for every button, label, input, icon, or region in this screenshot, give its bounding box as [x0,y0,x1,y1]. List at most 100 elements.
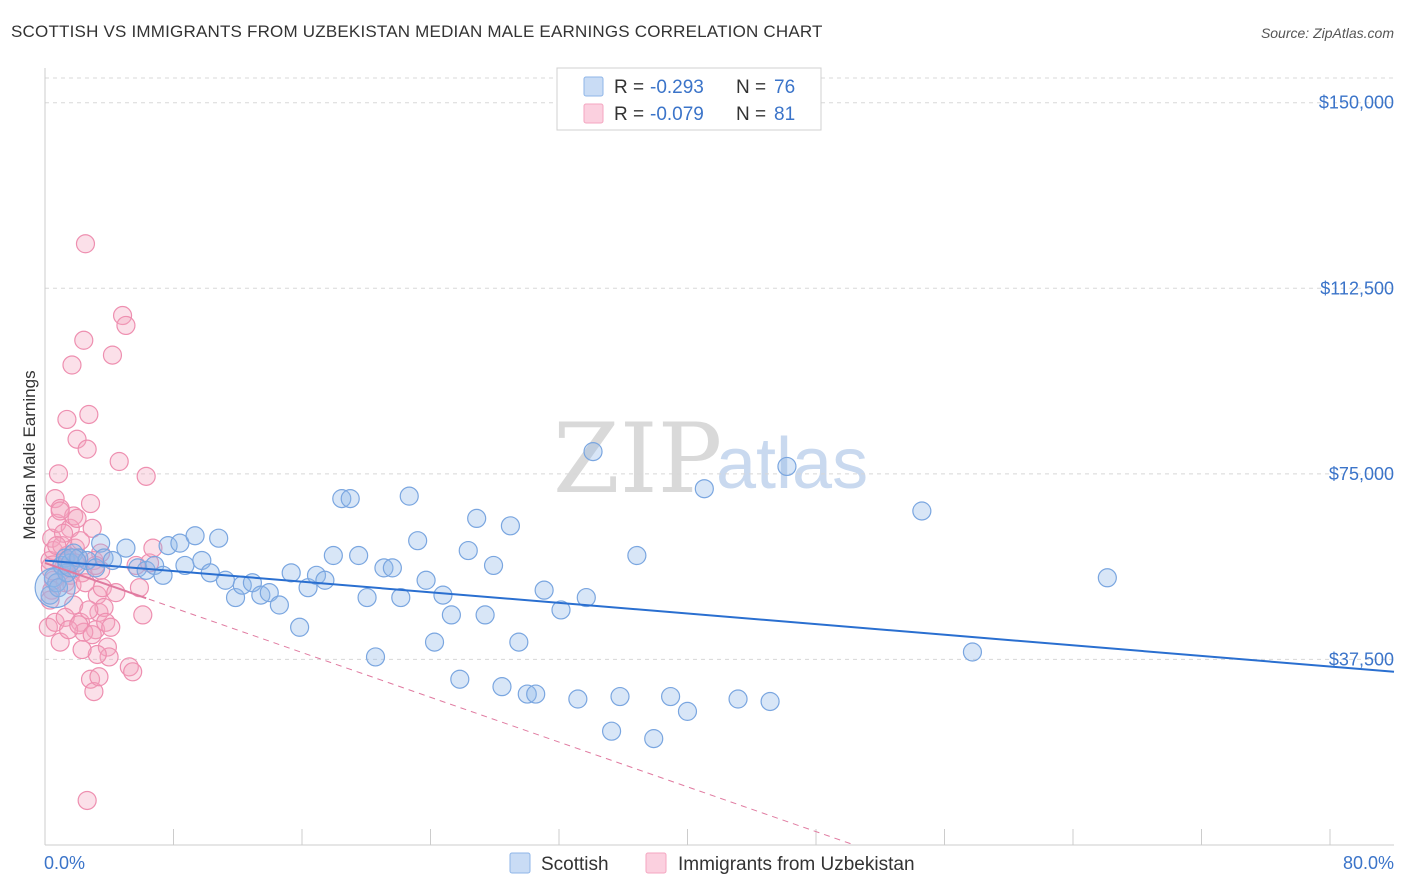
y-tick-label: $75,000 [1329,464,1394,484]
point-scottish [568,689,588,709]
bottom-legend-label-scottish: Scottish [541,854,609,875]
trend-line-uzbekistan-solid [44,561,147,600]
point-scottish [467,508,487,529]
point-scottish [534,580,554,600]
point-uzbekistan [133,605,153,625]
point-scottish [424,632,445,652]
point-scottish [660,686,681,707]
point-uzbekistan [72,639,92,660]
point-scottish [91,533,111,553]
legend-n-value-1: 76 [774,77,795,98]
point-scottish [728,689,748,709]
y-axis-label: Median Male Earnings [20,370,39,539]
point-scottish [483,555,504,576]
legend-r-label-2: R = [614,104,644,125]
point-scottish [382,558,402,578]
point-scottish [209,528,229,548]
point-scottish [492,677,512,697]
point-uzbekistan [123,662,143,682]
x-tick-labels: 0.0% 80.0% [44,853,1394,873]
legend-swatch-scottish [583,76,604,97]
point-uzbekistan [82,518,102,538]
point-scottish [158,536,178,556]
x-tick-label-min: 0.0% [44,853,85,873]
chart-title: SCOTTISH VS IMMIGRANTS FROM UZBEKISTAN M… [11,22,823,41]
gridlines [45,77,1394,660]
y-tick-label: $112,500 [1320,278,1394,298]
point-uzbekistan [62,355,82,375]
axes [44,68,1394,846]
point-scottish [441,605,461,625]
point-scottish [644,729,664,749]
point-scottish [912,501,932,521]
point-uzbekistan [38,617,58,637]
watermark-zip: ZIP [553,403,722,515]
point-uzbekistan [79,404,99,425]
point-uzbekistan [67,429,87,449]
bottom-legend-swatch-scottish [509,852,531,874]
point-uzbekistan [59,620,79,640]
legend-r-label-1: R = [614,77,644,98]
point-uzbekistan [75,234,96,254]
chart-source: Source: ZipAtlas.com [1260,25,1394,41]
point-scottish [677,701,698,721]
point-scottish [509,632,529,652]
point-uzbekistan [53,523,74,543]
point-uzbekistan [102,345,123,365]
point-uzbekistan [101,617,121,637]
point-scottish [416,570,436,590]
point-uzbekistan [89,667,109,687]
point-uzbekistan [67,508,87,529]
point-scottish [433,585,453,605]
point-scottish [170,533,190,553]
correlation-legend: R = -0.293 N = 76 R = -0.079 N = 81 [556,67,822,131]
point-scottish [627,545,647,566]
point-uzbekistan [80,493,101,514]
point-uzbekistan [94,597,114,618]
point-scottish [48,578,69,598]
point-scottish [185,526,205,546]
point-scottish [450,669,470,689]
point-uzbekistan [57,409,77,430]
legend-swatch-uzbekistan [583,103,604,124]
point-uzbekistan [82,625,102,645]
point-uzbekistan [48,464,69,484]
point-uzbekistan [87,644,107,665]
point-scottish [357,587,377,608]
point-scottish [526,684,546,704]
point-scottish [551,600,571,620]
point-scottish [281,563,301,583]
point-scottish [365,647,386,667]
point-scottish [601,721,622,741]
point-uzbekistan [77,439,97,459]
point-scottish [760,691,780,712]
y-tick-label: $37,500 [1329,649,1394,669]
legend-r-value-2: -0.079 [650,104,704,125]
point-scottish [399,486,419,506]
point-scottish [458,540,478,561]
point-scottish [1097,568,1117,588]
point-scottish [694,479,714,499]
point-uzbekistan [79,600,99,620]
legend-n-label-2: N = [736,104,766,125]
y-tick-labels: $37,500 $75,000 $112,500 $150,000 [1319,93,1394,670]
point-scottish [610,686,630,707]
point-scottish [116,538,136,558]
point-uzbekistan [109,451,129,472]
point-uzbekistan [116,315,136,336]
point-scottish [583,442,603,462]
bottom-legend-swatch-uzbekistan [645,852,667,874]
point-scottish [340,489,360,509]
series-scottish [34,442,1117,749]
point-scottish [576,587,596,608]
point-scottish [777,456,797,477]
point-scottish [349,545,369,566]
point-scottish [408,531,428,551]
point-scottish [391,587,411,608]
point-uzbekistan [77,790,97,811]
x-tick-label-max: 80.0% [1343,853,1394,873]
watermark-atlas: atlas [716,424,868,504]
point-uzbekistan [84,681,104,702]
point-scottish [315,570,335,590]
y-tick-label: $150,000 [1319,93,1394,113]
